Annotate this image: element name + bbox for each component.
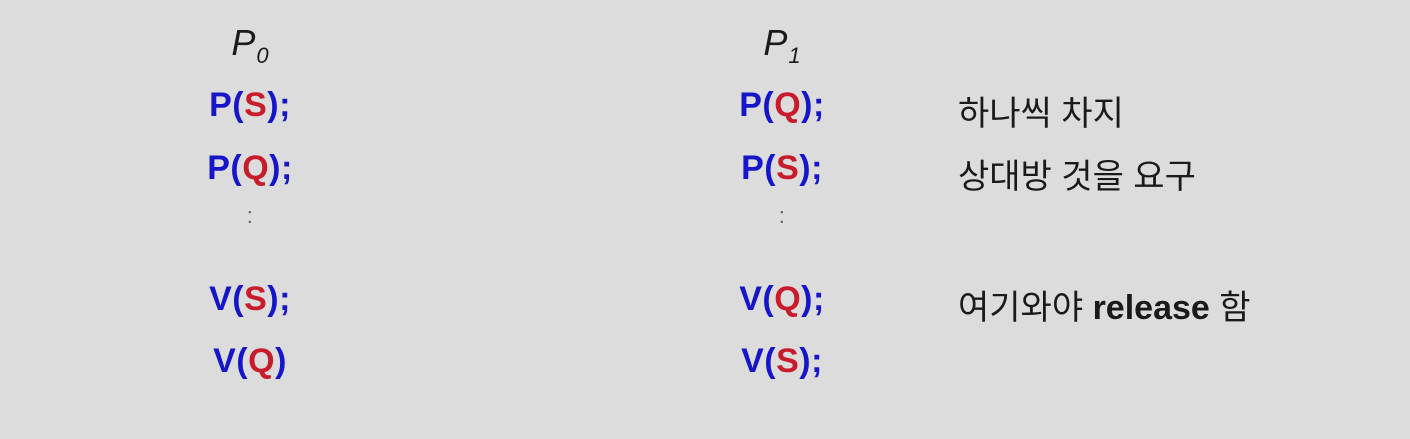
p1-ellipsis-glyph: : [778, 203, 786, 228]
p1-line-2-semaphore: S [776, 149, 800, 187]
p1-ellipsis: : [692, 205, 872, 227]
p1-line-1: P(Q); [692, 86, 872, 125]
p1-line-4: V(S); [692, 342, 872, 381]
p1-line-3-rest: ); [801, 280, 825, 318]
p1-line-2: P(S); [692, 149, 872, 188]
annotation-release-prefix: 여기와야 [958, 289, 1093, 327]
p0-line-4-semaphore: Q [248, 342, 276, 380]
annotation-release: 여기와야 release 함 [958, 280, 1251, 329]
p0-header: P0 [160, 22, 340, 69]
annotation-hold-one-each: 하나씩 차지 [958, 95, 1124, 133]
p1-line-2-op: P( [741, 149, 777, 187]
p1-header-letter: P [763, 22, 788, 63]
p0-line-2-rest: ); [269, 149, 293, 187]
p1-line-1-op: P( [739, 86, 775, 124]
p0-line-2-semaphore: Q [242, 149, 270, 187]
p0-line-1-op: P( [209, 86, 245, 124]
p0-header-subscript: 0 [256, 43, 269, 68]
p0-ellipsis-glyph: : [246, 203, 254, 228]
p0-header-letter: P [231, 22, 256, 63]
p0-line-3-semaphore: S [244, 280, 268, 318]
p0-line-2-op: P( [207, 149, 243, 187]
p0-line-3-op: V( [209, 280, 245, 318]
annotation-column: 하나씩 차지 상대방 것을 요구 여기와야 release 함 [958, 0, 1398, 439]
p0-line-1-rest: ); [267, 86, 291, 124]
process-p1-column: P1 P(Q); P(S); : V(Q); V(S); [692, 0, 872, 439]
p0-line-4: V(Q) [160, 342, 340, 381]
p1-line-4-rest: ); [799, 342, 823, 380]
p1-line-4-op: V( [741, 342, 777, 380]
annotation-release-keyword: release [1092, 289, 1210, 327]
p1-header: P1 [692, 22, 872, 69]
p1-line-4-semaphore: S [776, 342, 800, 380]
p1-line-1-semaphore: Q [774, 86, 802, 124]
process-p0-column: P0 P(S); P(Q); : V(S); V(Q) [160, 0, 340, 439]
annotation-release-suffix: 함 [1209, 289, 1251, 327]
p1-line-3-op: V( [739, 280, 775, 318]
p1-line-3: V(Q); [692, 280, 872, 319]
p0-ellipsis: : [160, 205, 340, 227]
p1-line-1-rest: ); [801, 86, 825, 124]
p0-line-3: V(S); [160, 280, 340, 319]
p0-line-1-semaphore: S [244, 86, 268, 124]
p1-header-subscript: 1 [788, 43, 801, 68]
p0-line-1: P(S); [160, 86, 340, 125]
p0-line-4-op: V( [213, 342, 249, 380]
p0-line-2: P(Q); [160, 149, 340, 188]
p1-line-3-semaphore: Q [774, 280, 802, 318]
annotation-request-other: 상대방 것을 요구 [958, 158, 1196, 196]
p0-line-4-rest: ) [275, 342, 287, 380]
p1-line-2-rest: ); [799, 149, 823, 187]
p0-line-3-rest: ); [267, 280, 291, 318]
